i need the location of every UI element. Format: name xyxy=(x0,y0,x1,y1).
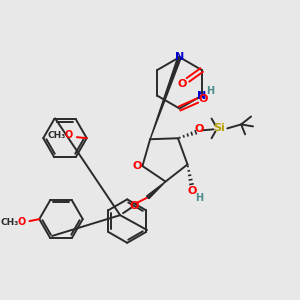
Text: CH₃: CH₃ xyxy=(1,218,19,226)
Text: O: O xyxy=(194,124,203,134)
Text: O: O xyxy=(65,130,73,140)
Text: H: H xyxy=(195,193,203,203)
Text: O: O xyxy=(177,79,187,89)
Polygon shape xyxy=(147,182,166,199)
Text: CH₃: CH₃ xyxy=(48,131,66,140)
Text: Si: Si xyxy=(214,123,225,134)
Text: O: O xyxy=(17,217,26,227)
Text: O: O xyxy=(188,186,197,196)
Text: N: N xyxy=(197,91,206,101)
Text: O: O xyxy=(199,94,208,104)
Polygon shape xyxy=(150,57,181,139)
Text: O: O xyxy=(129,201,139,211)
Text: N: N xyxy=(175,52,184,62)
Text: H: H xyxy=(207,86,215,96)
Text: O: O xyxy=(133,161,142,171)
